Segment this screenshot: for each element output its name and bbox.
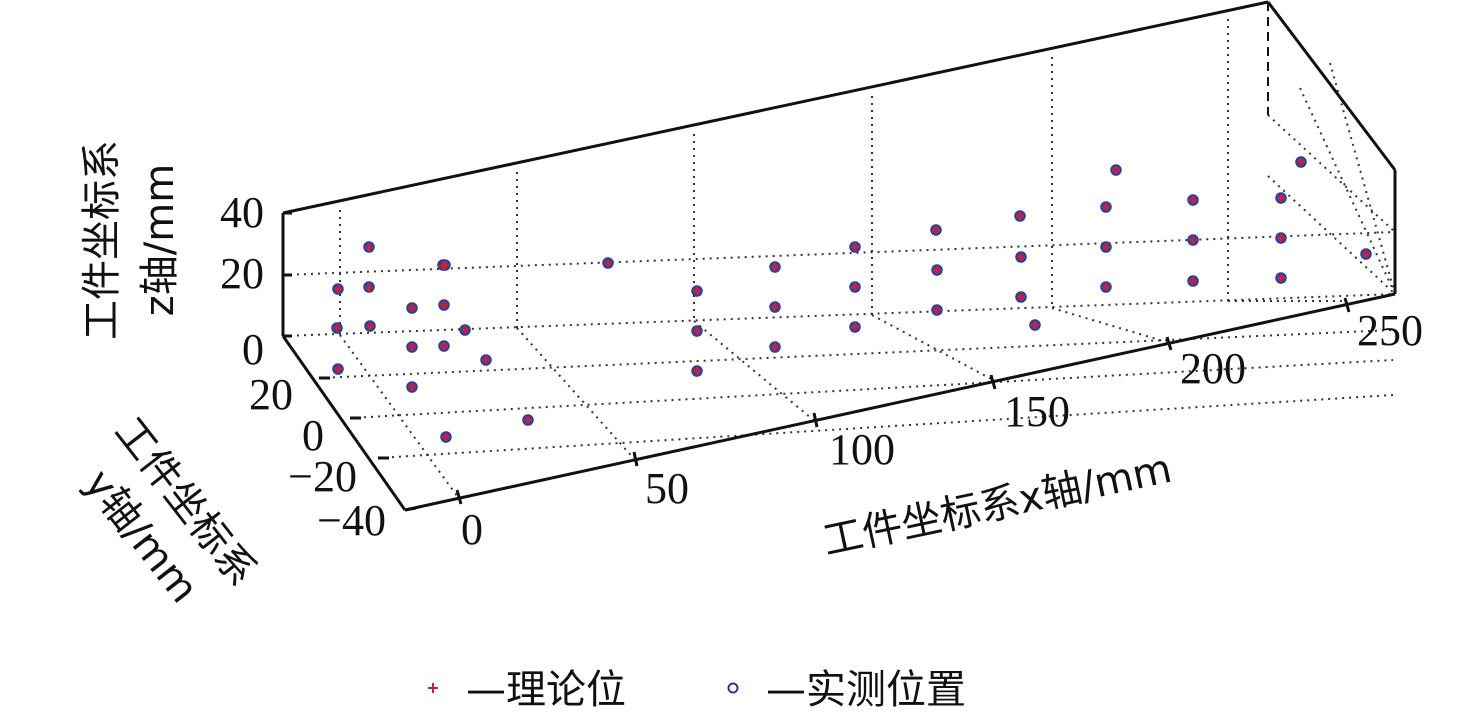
- grid-right-wall: [1267, 62, 1396, 295]
- legend-marker-measured: [727, 682, 739, 694]
- x-tick-label: 150: [1004, 387, 1070, 436]
- point-theory: [1189, 196, 1197, 204]
- point-theory: [1017, 293, 1025, 301]
- point-theory: [693, 367, 701, 375]
- x-tick-label: 100: [829, 425, 895, 474]
- z-axis-title-line1: 工件坐标系: [79, 140, 125, 340]
- point-theory: [851, 283, 859, 291]
- point-theory: [333, 324, 341, 332]
- point-theory: [693, 327, 701, 335]
- data-points: [331, 156, 1372, 443]
- point-theory: [1016, 212, 1024, 220]
- legend: —理论位 —实测位置: [428, 667, 966, 713]
- point-theory: [932, 226, 940, 234]
- point-theory: [365, 284, 373, 292]
- point-theory: [771, 343, 779, 351]
- point-theory: [408, 304, 416, 312]
- z-axis-title-line2: z轴/mm: [137, 164, 183, 316]
- grid-floor: [318, 300, 1394, 501]
- point-theory: [1362, 250, 1370, 258]
- y-tick-label: −40: [317, 496, 386, 545]
- z-axis-title: 工件坐标系 z轴/mm: [79, 140, 183, 340]
- point-theory: [851, 323, 859, 331]
- point-theory: [440, 342, 448, 350]
- point-theory: [933, 266, 941, 274]
- point-theory: [1102, 283, 1110, 291]
- point-theory: [1297, 158, 1305, 166]
- y-tick-label: 0: [302, 411, 324, 460]
- point-theory: [482, 356, 490, 364]
- z-tick-label: 0: [242, 325, 264, 374]
- x-tick-label: 250: [1357, 306, 1423, 355]
- point-theory: [440, 301, 448, 309]
- x-tick-label: 0: [461, 505, 483, 554]
- y-tick-label: 20: [249, 370, 293, 419]
- point-theory: [1189, 236, 1197, 244]
- point-theory: [693, 287, 701, 295]
- z-tick-labels: 0 20 40: [220, 188, 264, 374]
- z-tick-label: 20: [220, 249, 264, 298]
- point-theory: [1112, 166, 1120, 174]
- point-theory: [771, 303, 779, 311]
- point-theory: [1017, 253, 1025, 261]
- z-tick-label: 40: [220, 188, 264, 237]
- point-theory: [1277, 234, 1285, 242]
- point-theory: [524, 416, 532, 424]
- point-theory: [408, 383, 416, 391]
- point-theory: [442, 433, 450, 441]
- point-theory: [441, 261, 449, 269]
- point-theory: [1102, 243, 1110, 251]
- point-theory: [408, 343, 416, 351]
- y-tick-label: −20: [288, 452, 357, 501]
- point-theory: [851, 243, 859, 251]
- point-theory: [933, 306, 941, 314]
- point-theory: [1277, 194, 1285, 202]
- point-theory: [1102, 203, 1110, 211]
- x-tick-labels: 0 50 100 150 200 250: [461, 306, 1423, 554]
- tick-marks: [283, 211, 1351, 512]
- point-theory: [1189, 277, 1197, 285]
- y-tick-labels: 20 0 −20 −40: [249, 370, 386, 545]
- point-theory: [461, 326, 469, 334]
- y-axis-title: 工件坐标系 y轴/mm: [75, 409, 265, 612]
- point-theory: [334, 365, 342, 373]
- x-tick-label: 50: [645, 464, 689, 513]
- point-theory: [366, 322, 374, 330]
- point-theory: [365, 244, 373, 252]
- legend-label-measured: —实测位置: [766, 667, 966, 713]
- point-theory: [771, 263, 779, 271]
- legend-marker-theory: [428, 683, 438, 693]
- point-theory: [1277, 274, 1285, 282]
- point-theory: [1031, 321, 1039, 329]
- x-tick-label: 200: [1180, 344, 1246, 393]
- point-theory: [334, 285, 342, 293]
- point-theory: [604, 259, 612, 267]
- legend-label-theory: —理论位: [466, 667, 626, 713]
